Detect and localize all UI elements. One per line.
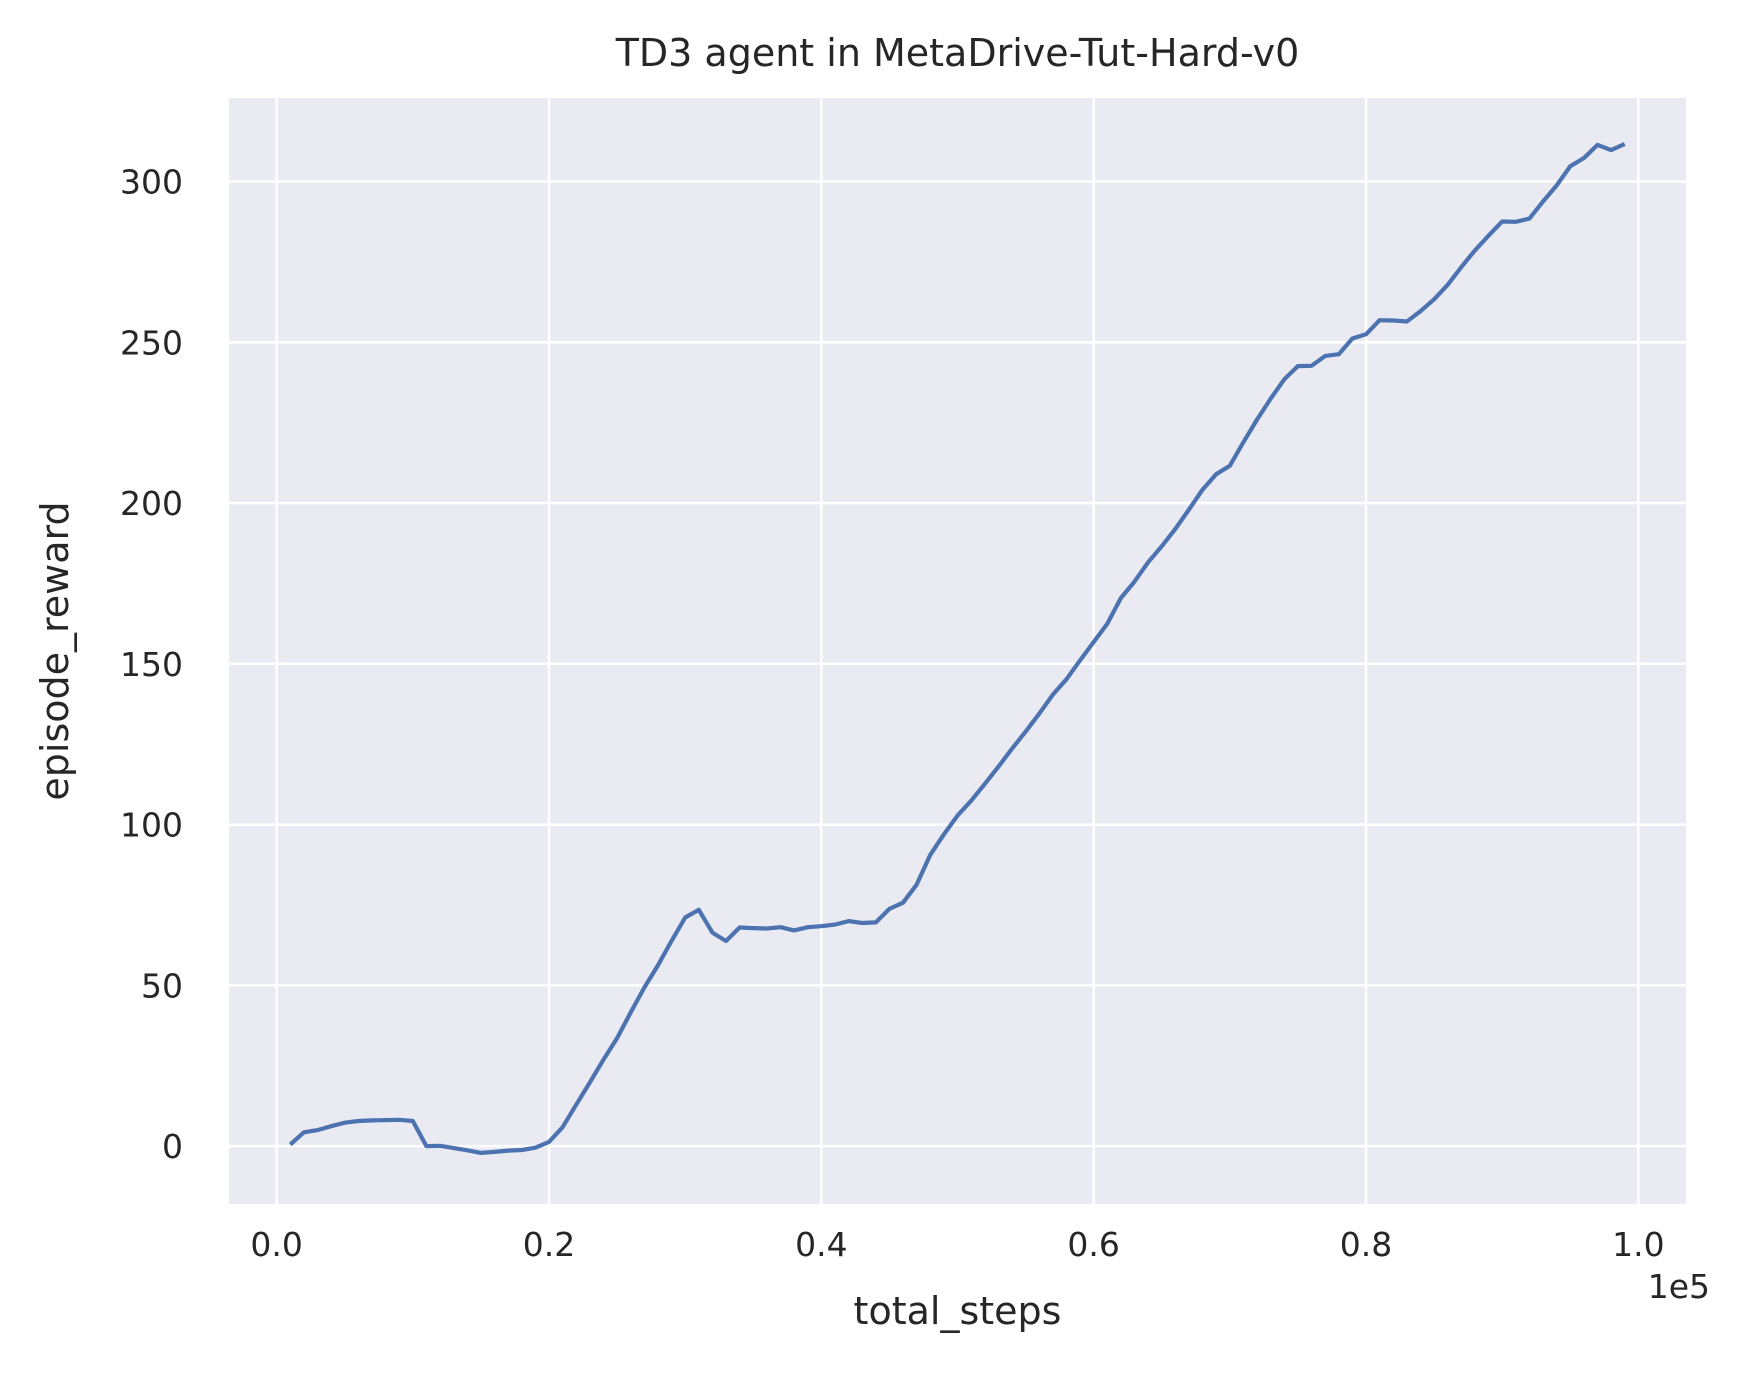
chart-title: TD3 agent in MetaDrive-Tut-Hard-v0 bbox=[615, 31, 1300, 75]
y-tick-label: 250 bbox=[120, 323, 183, 362]
x-tick-label: 1.0 bbox=[1612, 1225, 1664, 1264]
gridlines bbox=[229, 98, 1686, 1204]
x-tick-label: 0.8 bbox=[1340, 1225, 1392, 1264]
series-line-0 bbox=[288, 142, 1626, 1156]
x-tick-label: 0.4 bbox=[795, 1225, 847, 1264]
x-tick-label: 0.0 bbox=[250, 1225, 302, 1264]
x-axis-label: total_steps bbox=[854, 1289, 1062, 1333]
x-tick-label: 0.6 bbox=[1067, 1225, 1119, 1264]
y-tick-label: 0 bbox=[162, 1127, 183, 1166]
y-tick-label: 300 bbox=[120, 163, 183, 202]
plot-area bbox=[229, 98, 1686, 1204]
y-tick-label: 150 bbox=[120, 645, 183, 684]
y-tick-label: 200 bbox=[120, 484, 183, 523]
y-axis-label: episode_reward bbox=[33, 501, 77, 800]
x-axis-offset-label: 1e5 bbox=[1648, 1267, 1710, 1306]
series-layer bbox=[288, 142, 1626, 1156]
x-tick-label: 0.2 bbox=[523, 1225, 575, 1264]
y-tick-label: 50 bbox=[141, 966, 183, 1005]
y-tick-label: 100 bbox=[120, 806, 183, 845]
tick-labels: 0.0 0.2 0.4 0.6 0.8 1.0 0 50 100 150 200 250 300 bbox=[120, 163, 1665, 1264]
